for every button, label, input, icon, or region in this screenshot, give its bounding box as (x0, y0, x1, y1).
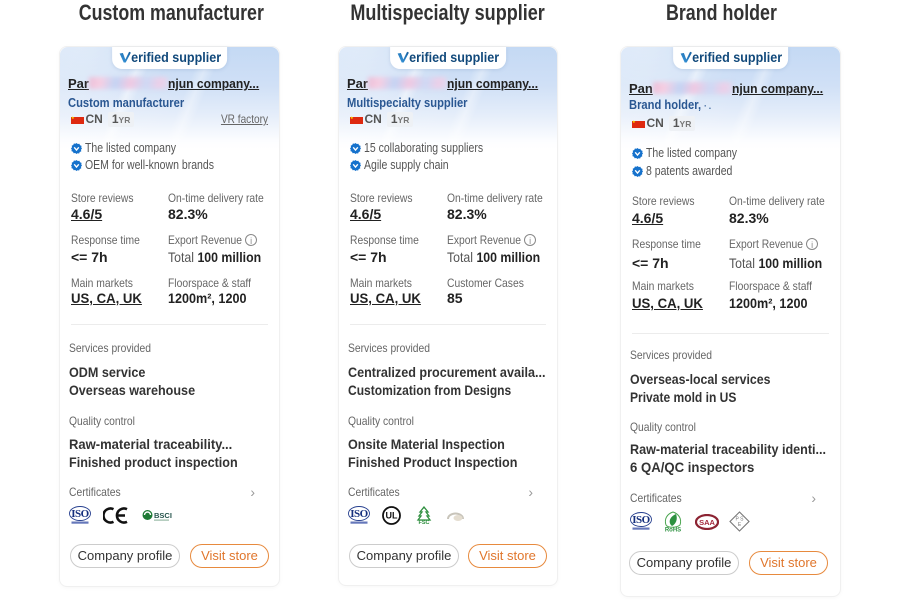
svg-text:SAA: SAA (699, 518, 715, 527)
svg-text:ISO: ISO (350, 508, 368, 520)
svg-text:E: E (738, 522, 742, 528)
svg-text:P S: P S (736, 517, 745, 523)
svg-text:ISO: ISO (632, 514, 650, 526)
svg-text:ISO: ISO (71, 508, 89, 520)
svg-text:RoHS: RoHS (665, 528, 681, 533)
svg-text:BSCI: BSCI (154, 511, 172, 520)
svg-text:UL: UL (386, 511, 398, 521)
svg-text:FSC: FSC (418, 520, 429, 525)
